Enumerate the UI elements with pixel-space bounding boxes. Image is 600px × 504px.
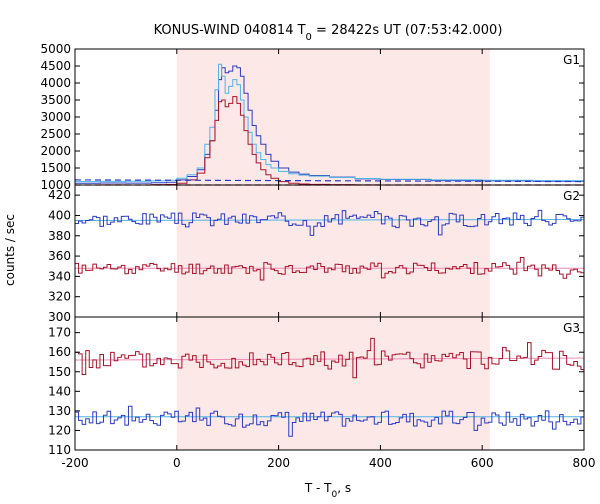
shaded-interval	[176, 49, 490, 450]
x-tick-label: 800	[573, 456, 596, 470]
series-G1-blue-bg	[74, 179, 585, 183]
y-tick-label-G3: 120	[48, 423, 71, 437]
x-tick-label: 400	[369, 456, 392, 470]
y-tick-label-G3: 110	[48, 443, 71, 457]
y-tick-label-G2: 380	[48, 229, 71, 243]
y-tick-label-G2: 420	[48, 188, 71, 202]
y-tick-label-G1: 2500	[40, 127, 71, 141]
x-tick-label: 600	[471, 456, 494, 470]
series-G1-cyan	[75, 63, 584, 183]
y-tick-label-G3: 140	[48, 384, 71, 398]
y-tick-label-G1: 3500	[40, 93, 71, 107]
chart-title: KONUS-WIND 040814 T0 = 28422s UT (07:53:…	[154, 23, 503, 43]
y-tick-label-G1: 2000	[40, 144, 71, 158]
y-tick-label-G3: 150	[48, 365, 71, 379]
y-tick-label-G1: 1500	[40, 161, 71, 175]
y-tick-label-G2: 300	[48, 310, 71, 324]
series-G1-red	[75, 96, 584, 186]
y-tick-label-G1: 1000	[40, 178, 71, 192]
y-tick-label-G2: 360	[48, 249, 71, 263]
x-tick-label: 0	[173, 456, 181, 470]
x-axis-label: T - T0, s	[304, 481, 351, 500]
fit-line-1-0	[74, 219, 585, 222]
y-tick-label-G3: 170	[48, 326, 71, 340]
panel-label-G2: G2	[563, 189, 580, 203]
y-tick-label-G1: 4500	[40, 59, 71, 73]
plot-layer: 100015002000250030003500400045005000G130…	[40, 42, 595, 470]
series-G2-red	[75, 257, 584, 281]
y-tick-label-G1: 3000	[40, 110, 71, 124]
series-G2-blue	[75, 209, 584, 236]
panel-frame-G3	[74, 316, 585, 451]
y-tick-label-G1: 5000	[40, 42, 71, 56]
y-tick-label-G3: 160	[48, 345, 71, 359]
x-tick-label: -200	[61, 456, 88, 470]
panel-label-G3: G3	[563, 321, 580, 335]
panel-label-G1: G1	[563, 53, 580, 67]
y-tick-label-G2: 320	[48, 290, 71, 304]
y-tick-label-G1: 4000	[40, 76, 71, 90]
series-G3-blue	[75, 405, 584, 437]
y-tick-label-G3: 130	[48, 404, 71, 418]
y-axis-label: counts / sec	[3, 214, 17, 286]
series-G3-red	[75, 337, 584, 379]
x-tick-label: 200	[267, 456, 290, 470]
y-tick-label-G2: 400	[48, 208, 71, 222]
y-tick-label-G2: 340	[48, 269, 71, 283]
